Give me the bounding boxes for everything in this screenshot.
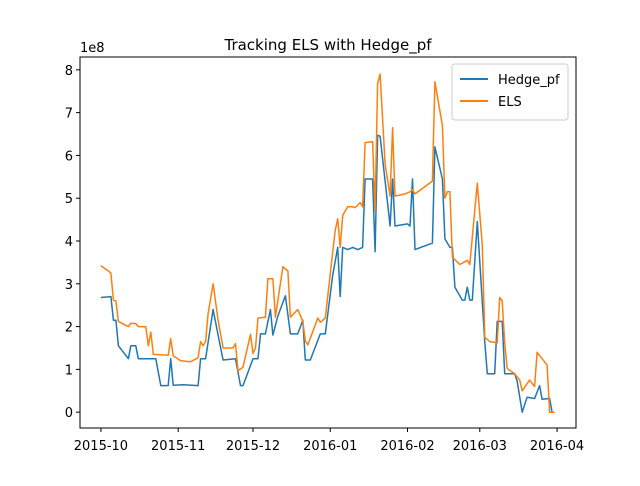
x-tick-label: 2016-04 bbox=[530, 439, 584, 454]
series-line bbox=[100, 73, 555, 413]
y-tick-label: 7 bbox=[65, 107, 73, 122]
y-tick-label: 0 bbox=[65, 406, 73, 421]
y-tick-label: 5 bbox=[65, 192, 73, 207]
y-tick-label: 3 bbox=[65, 278, 73, 293]
y-offset-label: 1e8 bbox=[80, 41, 105, 56]
legend-label: Hedge_pf bbox=[498, 73, 560, 88]
y-tick-label: 1 bbox=[65, 363, 73, 378]
x-tick-label: 2015-12 bbox=[226, 439, 280, 454]
x-tick-label: 2015-10 bbox=[74, 439, 128, 454]
x-tick-label: 2015-11 bbox=[151, 439, 205, 454]
axes-frame bbox=[79, 56, 577, 429]
x-tick-label: 2016-03 bbox=[453, 439, 507, 454]
y-tick-label: 2 bbox=[65, 321, 73, 336]
x-tick-label: 2016-01 bbox=[303, 439, 357, 454]
chart-title: Tracking ELS with Hedge_pf bbox=[223, 36, 432, 55]
legend-label: ELS bbox=[498, 95, 522, 110]
y-tick-label: 6 bbox=[65, 149, 73, 164]
x-tick-label: 2016-02 bbox=[380, 439, 434, 454]
y-tick-label: 4 bbox=[65, 235, 73, 250]
y-tick-label: 8 bbox=[65, 64, 73, 79]
series-line bbox=[100, 134, 555, 413]
